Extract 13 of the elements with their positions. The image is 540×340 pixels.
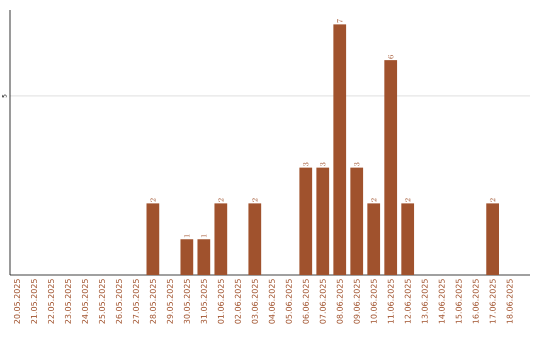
bar (214, 203, 228, 275)
bar (180, 239, 194, 275)
bar (299, 168, 312, 275)
bar (367, 203, 380, 275)
bar (146, 203, 160, 275)
bar (197, 239, 210, 275)
bar (316, 168, 330, 275)
bar (401, 203, 414, 275)
bar (248, 203, 262, 275)
bar (384, 60, 398, 275)
bar (350, 168, 364, 275)
bar (333, 24, 346, 275)
bar (486, 203, 499, 275)
